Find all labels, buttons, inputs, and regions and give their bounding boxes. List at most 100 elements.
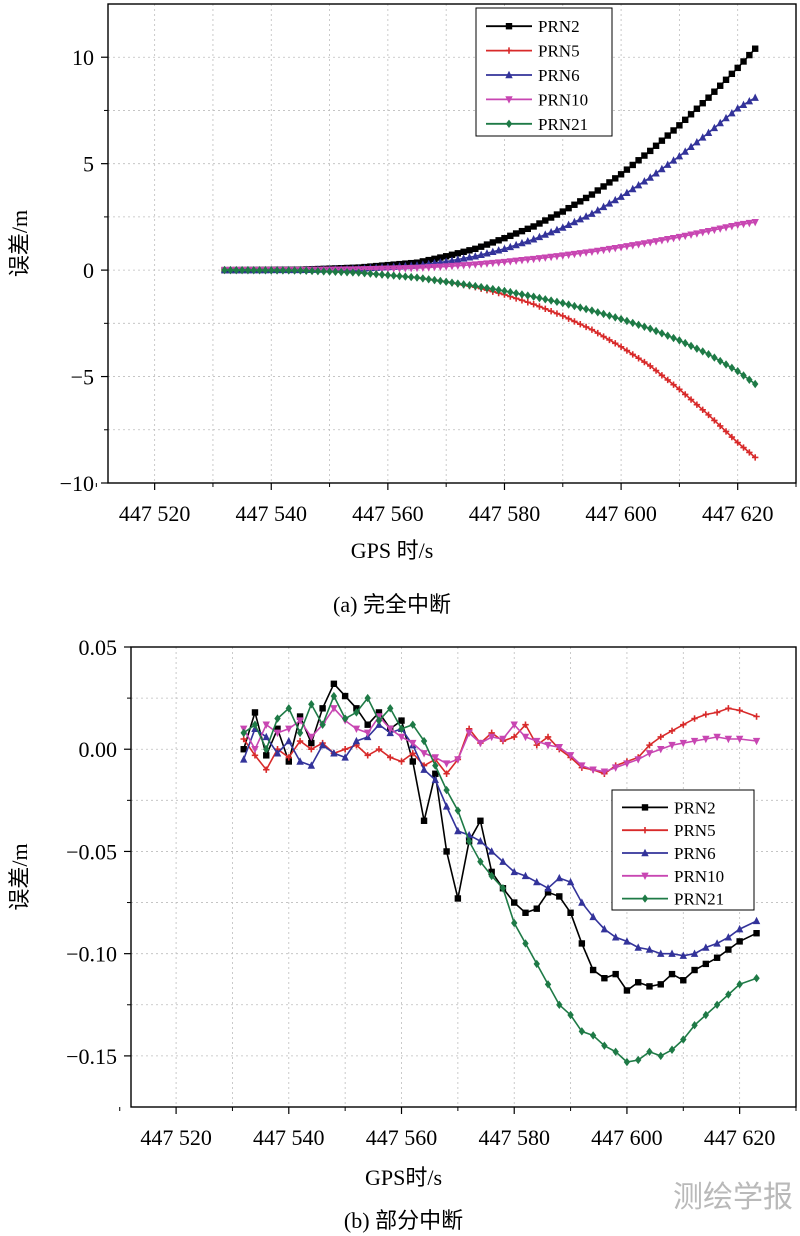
data-point [233, 265, 240, 275]
data-point [664, 331, 671, 340]
data-point [682, 116, 689, 124]
data-point [571, 301, 578, 311]
data-point [409, 758, 416, 765]
data-point [471, 261, 480, 269]
data-point [699, 133, 707, 141]
data-point [652, 238, 660, 246]
data-point [535, 255, 544, 263]
legend-marker [641, 804, 649, 811]
data-point [273, 266, 281, 275]
data-point [623, 347, 631, 354]
data-point [687, 231, 695, 239]
series-line [242, 723, 757, 957]
data-point [409, 720, 416, 729]
data-point [459, 254, 468, 262]
data-point [578, 898, 586, 906]
legend-label: PRN10 [538, 90, 588, 109]
data-point [390, 271, 397, 280]
data-point [499, 857, 507, 865]
x-tick-label: 447 560 [352, 501, 424, 526]
data-point [588, 326, 596, 333]
data-point [544, 741, 552, 750]
data-point [454, 262, 462, 270]
data-point [506, 258, 515, 266]
data-point [612, 1047, 619, 1056]
data-point [623, 937, 631, 945]
data-point [699, 347, 706, 356]
data-point [361, 268, 368, 278]
data-point [746, 375, 753, 384]
data-point [740, 371, 747, 380]
x-axis: 447 520 447 540 447 560 447 580 447 600 447 6… [119, 1107, 797, 1150]
data-point [693, 344, 701, 353]
data-point [571, 201, 578, 208]
data-point [296, 713, 304, 720]
x-tick-label: 447 600 [585, 501, 657, 526]
data-point [675, 152, 684, 160]
data-point [713, 1000, 721, 1009]
data-point [705, 350, 712, 359]
data-point [612, 340, 619, 347]
series-line [243, 694, 757, 1063]
data-point [641, 322, 648, 331]
data-point [711, 417, 718, 424]
data-point [635, 320, 642, 330]
data-point [645, 945, 654, 953]
x-tick-label: 447 600 [591, 1125, 663, 1150]
y-tick-label: −0.15 [66, 1044, 117, 1069]
data-point [634, 943, 642, 951]
data-point [565, 315, 572, 322]
data-point [682, 338, 689, 348]
data-point [751, 219, 759, 227]
data-point [398, 717, 405, 724]
legend: PRN2 PRN5 PRN6 PRN10 PRN21 [611, 789, 755, 911]
data-point [687, 341, 695, 351]
data-point [454, 279, 462, 288]
data-point [680, 977, 687, 984]
data-point [710, 226, 719, 235]
data-point [221, 265, 228, 275]
data-point [564, 251, 573, 260]
data-point [522, 721, 529, 728]
data-point [489, 239, 497, 246]
data-point [681, 232, 689, 241]
data-point [442, 760, 451, 768]
data-point [623, 1057, 631, 1067]
data-point [465, 253, 474, 261]
y-tick-label: 0.05 [79, 635, 118, 660]
legend-marker [505, 70, 513, 79]
data-point [713, 733, 721, 742]
data-point [713, 709, 721, 716]
data-point [553, 225, 561, 234]
data-point [430, 263, 439, 272]
data-point [355, 268, 362, 277]
data-point [670, 127, 677, 134]
data-point [728, 223, 736, 231]
data-point [553, 211, 561, 218]
data-point [634, 241, 643, 249]
data-point [640, 240, 649, 248]
data-point [600, 183, 607, 190]
data-point [330, 691, 338, 701]
data-point [713, 954, 721, 961]
data-point [629, 161, 636, 169]
data-point [699, 100, 706, 107]
data-point [710, 123, 719, 132]
data-point [530, 292, 537, 301]
data-point [443, 848, 450, 855]
data-point [589, 966, 597, 974]
data-point [693, 230, 701, 238]
data-point [401, 265, 410, 273]
data-point [529, 235, 538, 243]
data-point [601, 1041, 608, 1050]
data-point [330, 749, 338, 757]
data-point [432, 770, 439, 777]
x-axis-label: GPS 时/s [351, 538, 434, 563]
data-point [547, 296, 555, 305]
data-point [352, 736, 361, 745]
data-point [691, 1021, 698, 1030]
data-point [658, 329, 666, 338]
data-point [533, 877, 541, 886]
legend-item-prn5: PRN5 [486, 42, 580, 61]
plot-frame [107, 3, 797, 484]
